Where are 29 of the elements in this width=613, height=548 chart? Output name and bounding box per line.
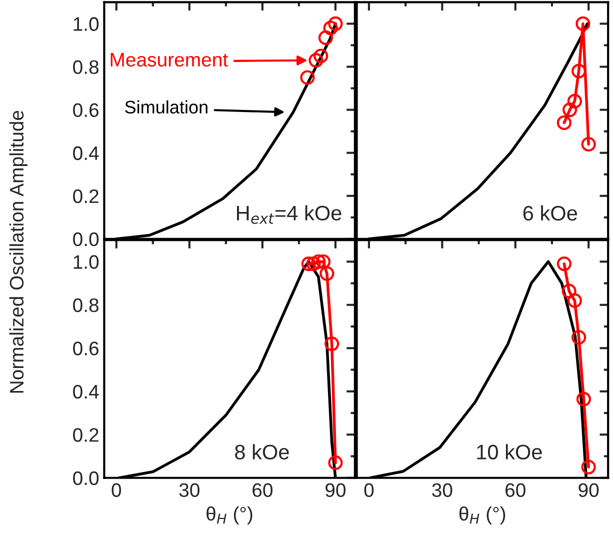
y-tick-label: 0.0	[73, 471, 99, 486]
annotation: H$_{ext}$=4 kOe	[237, 205, 342, 224]
y-tick-label: 0.8	[73, 60, 99, 74]
y-tick-label: 0.4	[73, 146, 99, 160]
y-tick-label: 1.0	[74, 17, 99, 31]
annotation: 8 kOe	[235, 444, 289, 460]
x-tick-label: 90	[326, 483, 346, 497]
x-tick-label: 60	[506, 483, 526, 497]
y-tick-label: 0.0	[73, 232, 99, 246]
y-tick-label: 1.0	[74, 255, 99, 269]
y-tick-label: 0.2	[73, 428, 98, 442]
annotation: 6 kOe	[523, 205, 578, 221]
y-tick-label: 0.4	[73, 384, 99, 399]
annotation: 10 kOe	[477, 444, 542, 460]
y-tick-label: 0.6	[73, 342, 98, 356]
x-tick-label: 90	[578, 483, 599, 497]
x-tick-label: 30	[432, 483, 452, 497]
y-tick-label: 0.8	[73, 298, 99, 312]
y-tick-label: 0.2	[73, 189, 98, 204]
x-tick-label: 30	[179, 483, 200, 497]
x-axis-title: θ$_{H}$ (°)	[206, 506, 252, 525]
legend-label: Measurement	[110, 53, 228, 67]
x-tick-label: 0	[364, 483, 374, 497]
y-tick-label: 0.6	[73, 103, 98, 118]
x-tick-label: 0	[112, 483, 122, 497]
y-axis-title: Normalized Oscillation Amplitude	[9, 110, 28, 393]
legend-label: Simulation	[125, 100, 208, 114]
x-axis-title: θ$_{H}$ (°)	[459, 506, 506, 525]
x-tick-label: 60	[252, 483, 272, 497]
